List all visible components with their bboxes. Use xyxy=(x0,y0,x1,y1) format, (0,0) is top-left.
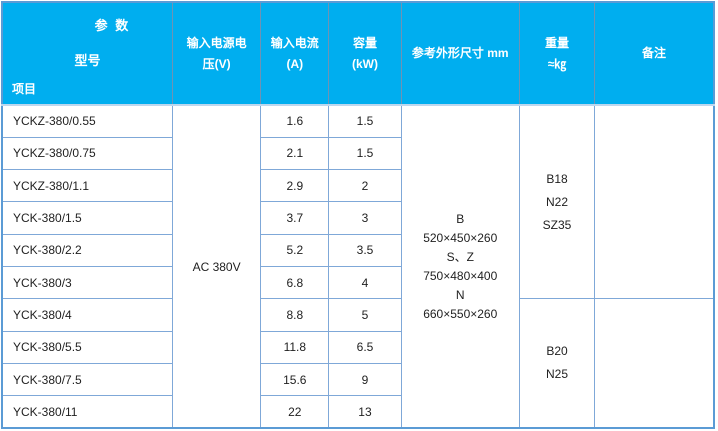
capacity-cell: 3 xyxy=(328,201,402,235)
dimensions-line: S、Z xyxy=(446,249,474,264)
header-capacity-line1: 容量 xyxy=(352,36,377,51)
model-cell: YCKZ-380/0.75 xyxy=(1,136,173,171)
dimensions-line: N xyxy=(455,287,465,302)
weight-bottom-lines: B20 N25 xyxy=(520,340,594,386)
capacity-cell: 6.5 xyxy=(328,330,402,364)
voltage-merged-cell: AC 380V xyxy=(171,104,262,429)
model-cell: YCK-380/7.5 xyxy=(1,362,173,397)
dimensions-line: 750×480×400 xyxy=(423,268,498,283)
corner-item-label: 项目 xyxy=(12,81,37,96)
header-row: 参 数 型号 项目 输入电源电 压(V) 输入电流 (A) 容量 (kW) 参考… xyxy=(1,1,715,106)
capacity-cell: 2 xyxy=(328,169,402,203)
model-cell: YCK-380/1.5 xyxy=(1,201,173,235)
model-cell: YCK-380/3 xyxy=(1,265,173,300)
table-row: YCKZ-380/0.55 AC 380V 1.6 1.5 B 520×450×… xyxy=(1,104,715,429)
model-cell: YCKZ-380/0.55 xyxy=(1,104,173,138)
header-remarks-cell: 备注 xyxy=(594,1,715,106)
table-row: YCKZ-380/1.1 2.9 2 xyxy=(1,169,714,203)
current-cell: 22 xyxy=(260,395,330,429)
corner-layout: 参 数 型号 项目 xyxy=(3,3,172,104)
model-cell: YCK-380/11 xyxy=(1,395,173,429)
capacity-cell: 13 xyxy=(328,395,402,429)
weight-line: B20 xyxy=(546,344,568,359)
model-cell: YCK-380/5.5 xyxy=(1,330,173,364)
dimensions-line: 520×450×260 xyxy=(423,230,498,245)
current-cell: 15.6 xyxy=(260,362,330,397)
current-cell: 5.2 xyxy=(260,233,330,267)
model-cell: YCKZ-380/1.1 xyxy=(1,169,173,203)
table-row: YCK-380/7.5 15.6 9 xyxy=(1,362,714,397)
header-capacity-cell: 容量 (kW) xyxy=(328,1,402,106)
model-cell: YCK-380/2.2 xyxy=(1,233,173,267)
weight-merged-cell-bottom: B20 N25 xyxy=(518,298,596,429)
table-row: YCK-380/1.5 3.7 3 xyxy=(1,201,714,235)
capacity-cell: 9 xyxy=(328,362,402,397)
current-cell: 8.8 xyxy=(260,298,330,332)
header-corner-cell: 参 数 型号 项目 xyxy=(1,1,173,106)
capacity-cell: 1.5 xyxy=(328,136,402,171)
header-voltage-cell: 输入电源电 压(V) xyxy=(171,1,262,106)
model-cell: YCK-380/4 xyxy=(1,298,173,332)
current-cell: 2.9 xyxy=(260,169,330,203)
capacity-cell: 4 xyxy=(328,265,402,300)
weight-merged-cell-top: B18 N22 SZ35 xyxy=(518,104,596,300)
table-row: YCK-380/5.5 11.8 6.5 xyxy=(1,330,714,364)
capacity-cell: 1.5 xyxy=(328,104,402,138)
header-capacity-line2: (kW) xyxy=(351,56,378,71)
weight-line: SZ35 xyxy=(542,217,572,232)
header-current-line1: 输入电流 xyxy=(270,36,319,51)
header-current-cell: 输入电流 (A) xyxy=(260,1,330,106)
dimensions-lines: B 520×450×260 S、Z 750×480×400 N 660×550×… xyxy=(402,210,519,324)
header-current-line2: (A) xyxy=(286,56,304,71)
remarks-merged-cell-bottom xyxy=(594,298,715,429)
capacity-cell: 5 xyxy=(328,298,402,332)
header-weight-line2: ≈㎏ xyxy=(547,56,567,71)
current-cell: 2.1 xyxy=(260,136,330,171)
remarks-merged-cell-top xyxy=(594,104,715,300)
table-row: YCK-380/2.2 5.2 3.5 xyxy=(1,233,714,267)
table-row: YCK-380/4 8.8 5 B20 N25 xyxy=(1,298,715,429)
table-row: YCK-380/11 22 13 xyxy=(1,395,714,429)
weight-line: N25 xyxy=(546,367,569,382)
dimensions-merged-cell: B 520×450×260 S、Z 750×480×400 N 660×550×… xyxy=(400,104,520,429)
header-dimensions-line1: 参考外形尺寸 mm xyxy=(411,46,509,61)
capacity-cell: 3.5 xyxy=(328,233,402,267)
corner-model-label: 型号 xyxy=(74,53,101,68)
current-cell: 1.6 xyxy=(260,104,330,138)
header-weight-cell: 重量 ≈㎏ xyxy=(518,1,596,106)
dimensions-line: B xyxy=(456,211,465,226)
dimensions-line: 660×550×260 xyxy=(423,306,498,321)
header-voltage-line2: 压(V) xyxy=(202,56,231,71)
weight-line: N22 xyxy=(546,194,569,209)
current-cell: 6.8 xyxy=(260,265,330,300)
header-weight-line1: 重量 xyxy=(545,36,570,51)
current-cell: 3.7 xyxy=(260,201,330,235)
table-row: YCKZ-380/0.75 2.1 1.5 xyxy=(1,136,714,171)
header-voltage-line1: 输入电源电 xyxy=(186,36,247,51)
weight-line: B18 xyxy=(546,171,568,186)
header-remarks-line1: 备注 xyxy=(642,46,667,61)
current-cell: 11.8 xyxy=(260,330,330,364)
weight-top-lines: B18 N22 SZ35 xyxy=(520,168,594,237)
corner-param-label: 参 数 xyxy=(94,18,131,33)
header-dimensions-cell: 参考外形尺寸 mm xyxy=(400,1,520,106)
